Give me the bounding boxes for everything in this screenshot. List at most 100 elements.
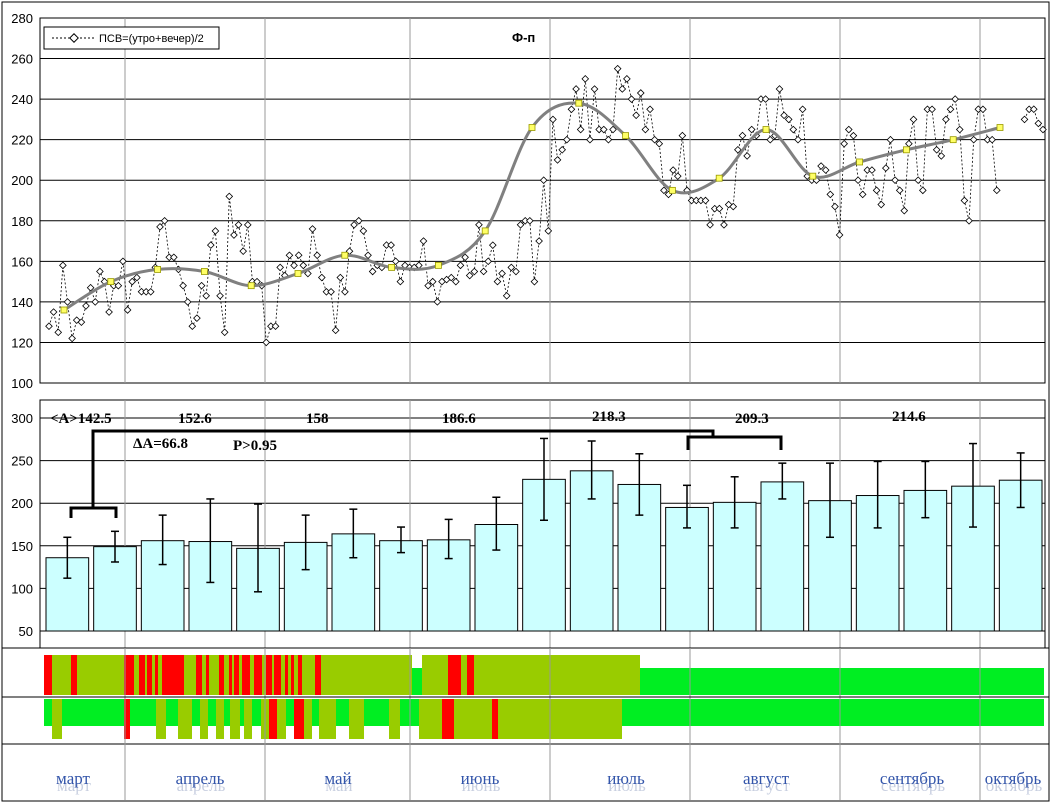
- bracket-right: [686, 435, 783, 450]
- month-label: июль: [607, 769, 645, 788]
- psv-point: [743, 152, 751, 160]
- strip-top-segment: [321, 655, 412, 695]
- psv-point: [734, 145, 742, 154]
- psv-point: [86, 283, 95, 292]
- psv-point: [165, 253, 174, 262]
- psv-point: [1020, 115, 1029, 124]
- strip-top-segment: [239, 655, 242, 695]
- psv-point: [170, 253, 178, 262]
- trend-point: [996, 124, 1004, 131]
- psv-point: [618, 85, 627, 93]
- psv-point: [368, 267, 377, 276]
- y-tick-label: 220: [11, 133, 33, 148]
- strip-top-segment: [242, 655, 250, 695]
- psv-point: [905, 139, 913, 148]
- strip-bottom-segment: [52, 699, 62, 739]
- psv-point: [313, 251, 321, 260]
- strip-bottom-segment: [200, 699, 208, 739]
- psv-point: [465, 271, 474, 280]
- month-label-shadow: август: [744, 776, 791, 795]
- trend-point: [622, 132, 629, 140]
- psv-point: [965, 216, 973, 225]
- psv-point: [535, 237, 543, 245]
- strip-bottom-segment: [349, 699, 364, 739]
- strip-bottom-segment: [216, 699, 224, 739]
- psv-point: [558, 145, 567, 154]
- psv-point: [923, 105, 932, 114]
- y-axis-2: 50 100 150 200 250 300: [11, 411, 33, 639]
- status-strip-panel: [1, 647, 1050, 745]
- strip-top-segment: [234, 655, 239, 695]
- psv-point: [854, 176, 862, 185]
- psv-point: [849, 131, 858, 140]
- y-tick-label: 180: [11, 214, 33, 229]
- annotation-mean-7: 214.6: [892, 409, 926, 425]
- psv-point: [239, 247, 248, 255]
- y-tick-label: 160: [11, 254, 33, 269]
- psv-point: [650, 135, 659, 144]
- strip-top-segment: [184, 655, 196, 695]
- psv-point: [193, 314, 201, 322]
- psv-point: [391, 257, 400, 266]
- trend-point: [294, 270, 302, 277]
- trend-point: [528, 124, 536, 131]
- psv-point: [595, 125, 603, 134]
- strip-bottom-segment: [178, 699, 192, 739]
- plot-area-1: [39, 17, 1046, 384]
- psv-point: [262, 338, 271, 347]
- strip-top-segment: [288, 655, 291, 695]
- month-label: апрель: [176, 769, 225, 788]
- psv-point: [567, 105, 576, 114]
- psv-point: [826, 190, 835, 199]
- psv-point: [844, 125, 853, 134]
- month-label-shadow: март: [57, 776, 91, 795]
- trend-point: [154, 266, 162, 273]
- psv-point: [604, 135, 613, 144]
- legend-box: [43, 26, 220, 50]
- psv-point: [428, 277, 437, 286]
- psv-point: [322, 287, 331, 296]
- psv-point: [821, 166, 830, 174]
- psv-point: [627, 95, 636, 103]
- psv-point: [234, 220, 243, 229]
- month-label: май: [324, 769, 351, 788]
- psv-point: [835, 231, 844, 239]
- psv-point: [382, 241, 391, 249]
- trend-point: [107, 278, 115, 286]
- strip-top-segment: [422, 655, 448, 695]
- trend-point: [575, 99, 583, 107]
- trend-point: [903, 146, 910, 154]
- strip-top-segment: [448, 655, 461, 695]
- annotation-mean-5: 218.3: [592, 409, 626, 425]
- annotation-mean-4: 186.6: [442, 411, 476, 427]
- psv-point: [636, 89, 645, 97]
- psv-point: [502, 291, 511, 300]
- psv-point: [308, 225, 317, 233]
- psv-point: [747, 125, 756, 134]
- psv-point: [877, 200, 886, 209]
- strip-top-segment: [158, 655, 162, 695]
- strip-bottom-segment: [269, 699, 277, 739]
- trend-point: [434, 261, 442, 269]
- psv-point: [179, 281, 187, 290]
- psv-point: [493, 277, 502, 286]
- psv-point: [521, 216, 530, 225]
- y-axis-1: 100 120 140 160 180 200 220 240 260 280: [11, 11, 33, 391]
- strip-bottom-tail: [622, 699, 1044, 726]
- psv-point: [863, 166, 872, 174]
- psv-point: [775, 85, 784, 93]
- strip-top-segment: [139, 655, 145, 695]
- strip-bottom-segment: [454, 699, 492, 739]
- psv-point: [673, 172, 682, 180]
- bar-chart-panel: 50 100 150 200 250 300 <A>142.5 152.6 158 186…: [11, 399, 1046, 649]
- strip-bottom-segment: [124, 699, 130, 739]
- trend-point: [715, 174, 723, 182]
- psv-point: [488, 241, 497, 249]
- month-label-shadow: май: [325, 776, 352, 795]
- psv-point: [317, 273, 326, 282]
- trend-point: [856, 158, 863, 166]
- strip-top-tail: [640, 668, 1044, 695]
